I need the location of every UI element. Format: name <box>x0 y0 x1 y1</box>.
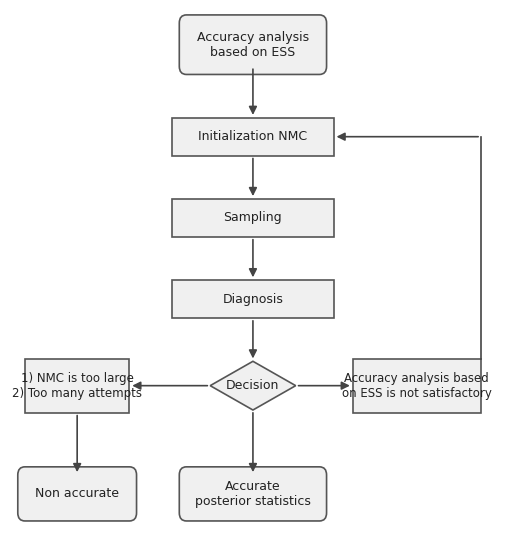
Text: Non accurate: Non accurate <box>35 487 119 500</box>
FancyBboxPatch shape <box>18 467 136 521</box>
Bar <box>25 358 129 413</box>
Text: 1) NMC is too large
2) Too many attempts: 1) NMC is too large 2) Too many attempts <box>12 372 142 400</box>
Text: Accurate
posterior statistics: Accurate posterior statistics <box>194 480 310 508</box>
Text: Decision: Decision <box>226 379 279 392</box>
Bar <box>172 199 333 237</box>
Bar <box>172 118 333 156</box>
Bar <box>352 358 480 413</box>
Text: Diagnosis: Diagnosis <box>222 293 283 306</box>
Bar <box>172 280 333 318</box>
Text: Sampling: Sampling <box>223 212 282 224</box>
Text: Accuracy analysis
based on ESS: Accuracy analysis based on ESS <box>196 30 309 59</box>
FancyBboxPatch shape <box>179 15 326 75</box>
Text: Initialization NMC: Initialization NMC <box>198 130 307 143</box>
Text: Accuracy analysis based
on ESS is not satisfactory: Accuracy analysis based on ESS is not sa… <box>341 372 491 400</box>
Polygon shape <box>210 361 295 410</box>
FancyBboxPatch shape <box>179 467 326 521</box>
